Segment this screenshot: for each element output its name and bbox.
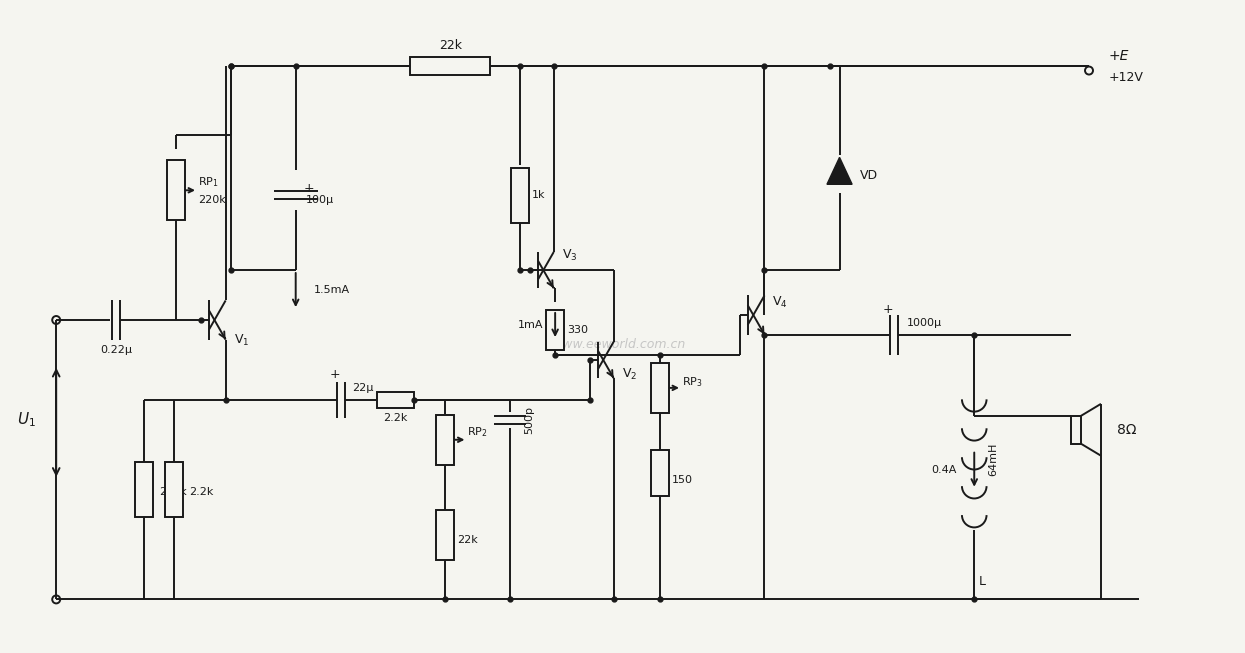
Text: VD: VD xyxy=(859,169,878,182)
Text: V$_3$: V$_3$ xyxy=(561,247,578,263)
Text: +: + xyxy=(883,303,894,316)
Text: 220k: 220k xyxy=(159,486,187,497)
Text: 0.4A: 0.4A xyxy=(931,465,956,475)
Text: V$_2$: V$_2$ xyxy=(621,368,637,383)
Text: V$_1$: V$_1$ xyxy=(234,332,249,347)
FancyBboxPatch shape xyxy=(411,57,491,74)
Text: 22k: 22k xyxy=(439,39,462,52)
Text: V$_4$: V$_4$ xyxy=(772,295,788,310)
Text: RP$_3$: RP$_3$ xyxy=(682,375,702,389)
Text: 1k: 1k xyxy=(532,190,545,200)
Text: +12V: +12V xyxy=(1109,71,1144,84)
FancyBboxPatch shape xyxy=(167,161,186,220)
Text: L: L xyxy=(980,575,986,588)
FancyBboxPatch shape xyxy=(547,310,564,350)
Polygon shape xyxy=(827,157,852,184)
Text: 64mH: 64mH xyxy=(989,443,998,477)
Text: RP$_1$: RP$_1$ xyxy=(198,176,219,189)
Text: 1mA: 1mA xyxy=(518,320,543,330)
Text: +: + xyxy=(304,182,314,195)
Text: 1000µ: 1000µ xyxy=(906,317,941,328)
Bar xyxy=(1071,416,1081,444)
Text: RP$_2$: RP$_2$ xyxy=(467,425,488,439)
FancyBboxPatch shape xyxy=(134,462,153,517)
Text: 22µ: 22µ xyxy=(352,383,374,393)
Text: $U_1$: $U_1$ xyxy=(17,411,36,429)
Text: 8Ω: 8Ω xyxy=(1117,422,1137,437)
Text: www.eeworld.com.cn: www.eeworld.com.cn xyxy=(553,338,687,351)
Text: 220k: 220k xyxy=(198,195,225,205)
Text: +: + xyxy=(329,368,340,381)
Text: 0.22µ: 0.22µ xyxy=(100,345,132,355)
FancyBboxPatch shape xyxy=(651,450,669,496)
Text: 150: 150 xyxy=(672,475,693,485)
FancyBboxPatch shape xyxy=(651,363,669,413)
Text: 500p: 500p xyxy=(524,406,534,434)
FancyBboxPatch shape xyxy=(437,509,454,560)
Text: 100µ: 100µ xyxy=(306,195,334,205)
Text: +E: +E xyxy=(1109,48,1129,63)
Text: 2.2k: 2.2k xyxy=(189,486,213,497)
FancyBboxPatch shape xyxy=(166,462,183,517)
Text: 2.2k: 2.2k xyxy=(383,413,407,422)
Text: 1.5mA: 1.5mA xyxy=(314,285,350,295)
Text: 330: 330 xyxy=(568,325,588,335)
FancyBboxPatch shape xyxy=(376,392,415,408)
Text: 22k: 22k xyxy=(457,535,478,545)
FancyBboxPatch shape xyxy=(512,168,529,223)
FancyBboxPatch shape xyxy=(437,415,454,465)
